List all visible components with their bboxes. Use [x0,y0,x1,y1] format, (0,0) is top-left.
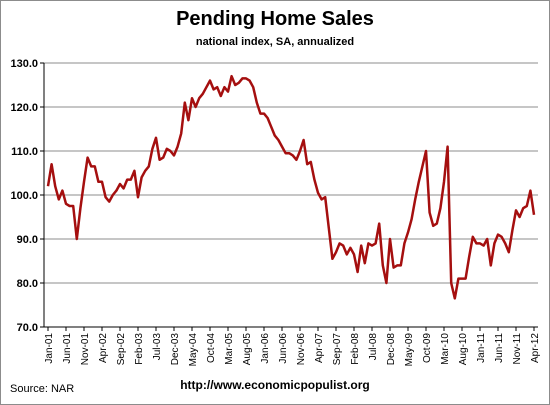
source-note: Source: NAR [10,383,75,395]
x-tick-label: Dec-03 [170,333,181,366]
y-tick-label: 70.0 [17,322,38,334]
axes [43,63,538,328]
x-tick-label: Jan-11 [476,333,487,363]
x-tick-label: Aug-05 [242,333,253,366]
x-tick-label: Jan-06 [260,333,271,364]
source-url: http://www.economicpopulist.org [180,378,370,392]
x-tick-label: Jun-06 [278,333,289,364]
x-tick-label: Apr-07 [314,333,325,363]
gridlines [44,62,538,284]
x-tick-label: Aug-10 [458,333,469,366]
x-tick-label: Nov-11 [512,333,523,365]
x-tick-label: Oct-09 [422,333,433,363]
x-tick-label: Nov-06 [296,333,307,366]
x-tick-label: Oct-04 [206,333,217,363]
series-line [46,74,536,300]
x-tick-label: Mar-05 [224,333,235,365]
x-tick-label: Feb-03 [134,333,145,365]
chart-title: Pending Home Sales [176,8,374,30]
x-tick-label: Apr-02 [98,333,109,363]
y-tick-label: 100.0 [10,190,38,202]
x-tick-label: May-04 [188,333,199,367]
x-tick-label: Mar-10 [440,333,451,365]
x-tick-label: Jun-01 [62,333,73,364]
y-axis-ticks: 70.0 80.0 90.0 100.0 110.0 120.0 130.0 [10,58,44,334]
x-tick-label: Feb-08 [350,333,361,365]
x-tick-label: Jun-11 [494,333,505,363]
x-tick-label: Nov-01 [80,333,91,366]
y-tick-label: 90.0 [17,234,38,246]
x-tick-label: Jul-03 [152,333,163,361]
y-tick-label: 130.0 [10,58,38,70]
y-tick-label: 80.0 [17,278,38,290]
x-tick-label: Jan-01 [44,333,55,364]
x-tick-label: Jul-08 [368,333,379,361]
x-tick-label: Apr-12 [530,333,541,363]
y-tick-label: 110.0 [11,146,38,158]
x-tick-label: Dec-08 [386,333,397,366]
x-tick-label: Sep-07 [332,333,343,366]
y-tick-label: 120.0 [10,102,38,114]
x-tick-label: May-09 [404,333,415,367]
series-layer [46,74,536,300]
x-axis-ticks: Jan-01 Jun-01 Nov-01 Apr-02 Sep-02 Feb-03 Jul-… [44,327,541,366]
chart-subtitle: national index, SA, annualized [195,36,355,48]
x-tick-label: Sep-02 [116,333,127,366]
